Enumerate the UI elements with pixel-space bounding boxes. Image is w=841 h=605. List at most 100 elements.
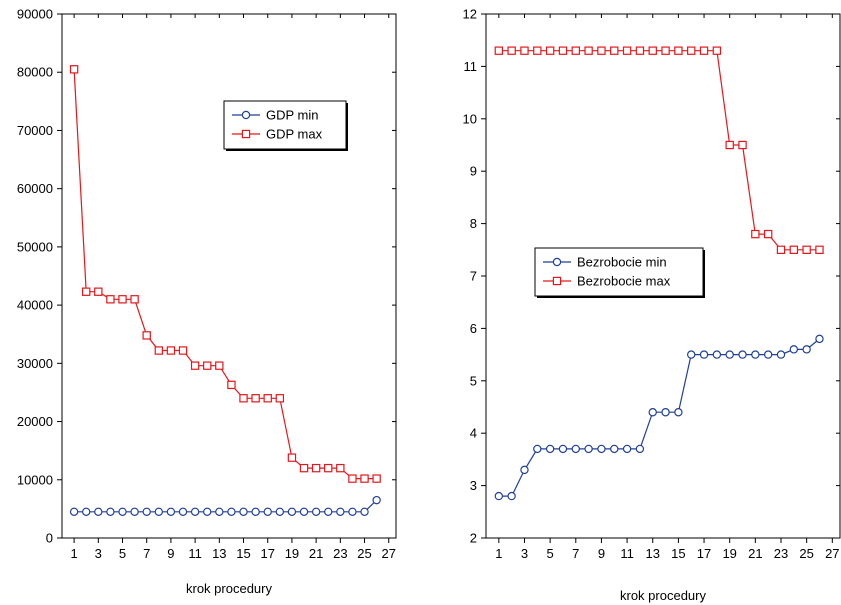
data-point bbox=[610, 46, 619, 55]
x-axis-title: krok procedury bbox=[186, 581, 272, 596]
x-tick-label: 21 bbox=[309, 546, 323, 561]
plot-frame bbox=[61, 13, 397, 539]
data-point bbox=[154, 346, 164, 355]
legend-label: Bezrobocie max bbox=[577, 274, 671, 289]
data-point bbox=[142, 507, 151, 516]
data-point bbox=[360, 507, 369, 516]
y-tick-label: 10000 bbox=[17, 472, 53, 487]
data-point bbox=[674, 46, 683, 55]
data-point bbox=[763, 350, 773, 359]
legend: Bezrobocie min Bezrobocie max bbox=[534, 247, 705, 298]
data-point bbox=[106, 295, 115, 304]
data-point bbox=[94, 287, 103, 296]
x-tick-label: 19 bbox=[722, 546, 736, 561]
y-tick-label: 5 bbox=[470, 373, 477, 388]
data-point bbox=[178, 507, 188, 516]
data-point bbox=[815, 334, 824, 344]
y-tick-label: 2 bbox=[470, 531, 477, 546]
data-point bbox=[275, 507, 285, 516]
data-point bbox=[738, 350, 747, 359]
data-point bbox=[142, 331, 151, 340]
data-point bbox=[494, 491, 504, 501]
data-point bbox=[239, 507, 248, 516]
data-point bbox=[348, 507, 357, 516]
data-point bbox=[648, 46, 657, 55]
data-point bbox=[802, 345, 811, 354]
data-point bbox=[215, 507, 224, 516]
x-tick-label: 23 bbox=[333, 546, 347, 561]
data-point bbox=[545, 46, 555, 55]
y-tick-label: 30000 bbox=[17, 356, 53, 371]
data-point bbox=[533, 444, 542, 454]
data-point bbox=[776, 350, 786, 359]
x-tick-label: 23 bbox=[774, 546, 788, 561]
x-axis-title: krok procedury bbox=[620, 588, 706, 603]
y-tick-label: 10 bbox=[463, 111, 477, 126]
data-point bbox=[263, 394, 272, 403]
legend-box bbox=[534, 247, 704, 297]
x-tick-label: 9 bbox=[167, 546, 174, 561]
data-point bbox=[635, 444, 645, 454]
x-tick-label: 5 bbox=[547, 546, 554, 561]
data-point bbox=[372, 495, 381, 505]
y-tick-label: 12 bbox=[463, 7, 477, 22]
data-point bbox=[674, 408, 683, 417]
data-point bbox=[299, 463, 309, 473]
data-point bbox=[118, 295, 127, 304]
y-tick-label: 90000 bbox=[17, 7, 53, 22]
data-point bbox=[130, 295, 139, 304]
series-line bbox=[498, 338, 820, 497]
data-point bbox=[507, 46, 516, 55]
data-point bbox=[336, 463, 345, 473]
data-point bbox=[699, 350, 709, 359]
data-point bbox=[251, 507, 260, 516]
x-tick-label: 13 bbox=[646, 546, 660, 561]
data-point bbox=[215, 361, 224, 370]
data-point bbox=[348, 474, 357, 483]
series-bezrobocie-max bbox=[494, 46, 824, 254]
data-point bbox=[751, 229, 760, 239]
data-point bbox=[751, 350, 760, 359]
y-tick-label: 6 bbox=[470, 321, 477, 336]
data-point bbox=[227, 507, 236, 516]
x-tick-label: 15 bbox=[236, 546, 250, 561]
series-gdp-max bbox=[69, 65, 381, 483]
legend-swatch-marker bbox=[552, 257, 562, 267]
data-point bbox=[336, 507, 345, 516]
x-tick-label: 1 bbox=[495, 546, 502, 561]
data-point bbox=[687, 46, 696, 55]
legend: GDP min GDP max bbox=[223, 100, 348, 151]
data-point bbox=[687, 350, 696, 359]
data-point bbox=[190, 361, 200, 370]
chart-1: 0 10000 20000 30000 40000 50000 60000 70000 8000… bbox=[17, 7, 397, 596]
x-tick-label: 7 bbox=[572, 546, 579, 561]
data-point bbox=[802, 245, 811, 254]
x-tick-label: 13 bbox=[212, 546, 226, 561]
x-tick-label: 25 bbox=[357, 546, 371, 561]
data-point bbox=[239, 394, 248, 403]
x-tick-label: 11 bbox=[188, 546, 202, 561]
x-tick-label: 27 bbox=[382, 546, 396, 561]
y-tick-label: 20000 bbox=[17, 414, 53, 429]
y-tick-label: 7 bbox=[470, 269, 477, 284]
data-point bbox=[251, 394, 260, 403]
y-tick-label: 70000 bbox=[17, 123, 53, 138]
legend-swatch-marker bbox=[241, 129, 251, 139]
data-point bbox=[571, 444, 580, 454]
data-point bbox=[118, 507, 127, 516]
data-point bbox=[610, 444, 619, 454]
data-point bbox=[558, 46, 568, 55]
y-tick-label: 3 bbox=[470, 478, 477, 493]
legend-label: GDP max bbox=[266, 127, 323, 142]
x-tick-label: 25 bbox=[799, 546, 813, 561]
y-tick-label: 40000 bbox=[17, 298, 53, 313]
data-point bbox=[360, 474, 369, 483]
data-point bbox=[203, 507, 212, 516]
data-point bbox=[203, 361, 212, 370]
y-tick-label: 8 bbox=[470, 216, 477, 231]
x-tick-label: 5 bbox=[119, 546, 126, 561]
data-point bbox=[507, 491, 516, 501]
data-point bbox=[763, 229, 773, 239]
data-point bbox=[635, 46, 645, 55]
